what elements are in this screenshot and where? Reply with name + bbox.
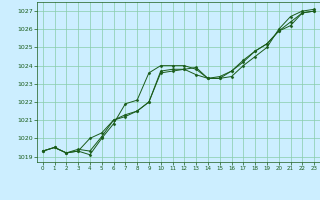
Text: Graphe pression niveau de la mer (hPa): Graphe pression niveau de la mer (hPa) (58, 181, 262, 190)
